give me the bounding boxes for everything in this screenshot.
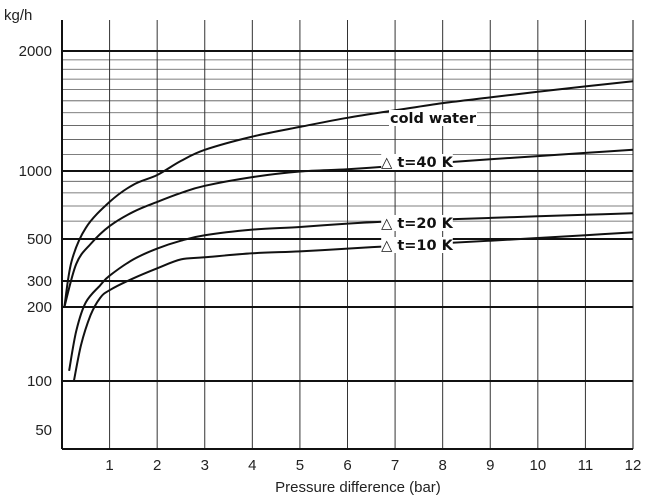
plot-frame [61,20,634,450]
y-tick-label: 200 [27,299,52,316]
series-line [68,212,634,371]
y-tick-label: 500 [27,231,52,248]
x-tick-label: 8 [438,457,446,474]
curve-label-background [381,215,453,231]
y-tick-label: 2000 [19,43,52,60]
x-tick-label: 7 [391,457,399,474]
x-tick-labels: 1 2 3 4 5 6 7 8 9 10 11 12 [105,457,641,474]
vertical-gridlines [109,20,586,449]
x-tick-label: 1 [105,457,113,474]
curve-labels: cold water △ t=40 K △ t=20 K △ t=10 K [381,110,477,254]
y-tick-labels: 50 100 200 300 500 1000 2000 [19,43,52,439]
curve-label: cold water [390,111,477,127]
curve-label: △ t=40 K [381,155,454,171]
y-tick-label: 50 [35,422,52,439]
x-tick-label: 4 [248,457,256,474]
x-tick-label: 6 [343,457,351,474]
curve-label-background [381,237,453,253]
x-tick-label: 5 [296,457,304,474]
curve-label-background [389,110,477,126]
curves [63,80,634,382]
series-line [63,148,634,308]
series-line [72,231,634,382]
x-tick-label: 3 [201,457,209,474]
x-tick-label: 10 [529,457,546,474]
y-axis-unit: kg/h [4,7,32,24]
x-tick-label: 12 [625,457,642,474]
y-tick-label: 300 [27,273,52,290]
y-tick-label: 100 [27,373,52,390]
x-tick-label: 11 [578,457,594,474]
major-gridlines [62,50,633,382]
curve-label-background [381,154,453,170]
x-tick-label: 2 [153,457,161,474]
curve-label: △ t=10 K [381,238,454,254]
series-line [63,80,634,308]
x-axis-title: Pressure difference (bar) [275,479,441,496]
x-tick-label: 9 [486,457,494,474]
y-tick-label: 1000 [19,163,52,180]
curve-label: △ t=20 K [381,216,454,232]
